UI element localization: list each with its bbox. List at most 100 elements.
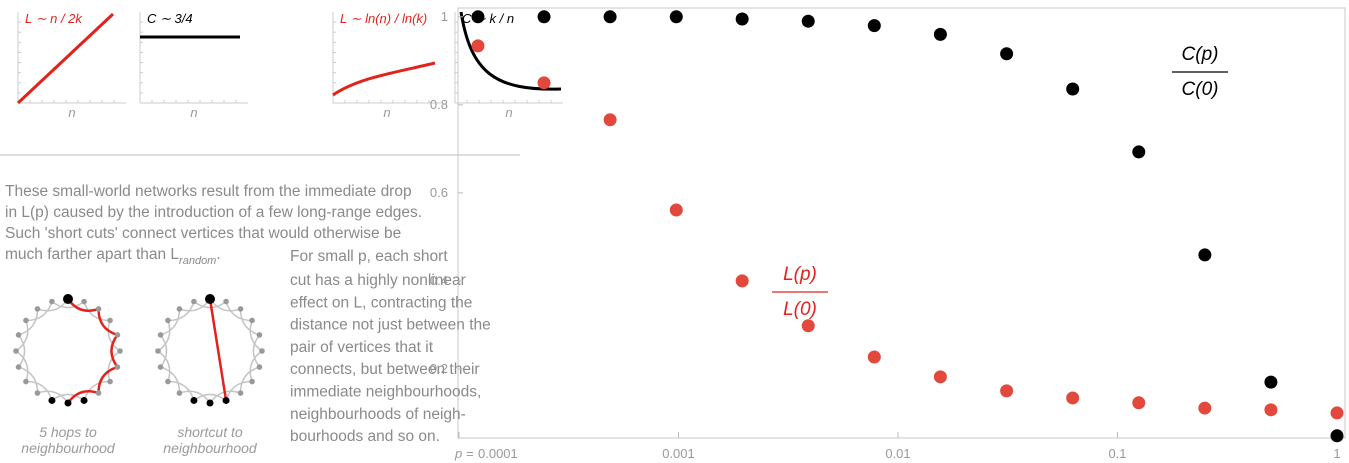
column-line: bourhoods and so on. xyxy=(290,428,440,445)
ring-node xyxy=(249,317,255,324)
data-point xyxy=(537,10,551,24)
ring-edge xyxy=(15,320,29,352)
hop-edge xyxy=(97,308,118,337)
ring-node xyxy=(256,332,263,338)
column-line: distance not just between the xyxy=(290,317,491,334)
data-point xyxy=(933,370,947,384)
data-point xyxy=(867,350,881,364)
ring-node xyxy=(259,348,265,354)
ring-edge xyxy=(252,334,261,368)
data-point xyxy=(1198,401,1212,415)
body-text-span: . xyxy=(216,246,220,263)
ring-edge xyxy=(18,366,39,394)
body-line: much farther apart than Lrandom. xyxy=(5,246,221,267)
hop-edge xyxy=(97,365,118,394)
ring-edge xyxy=(193,300,227,309)
body-line: in L(p) caused by the introduction of a … xyxy=(5,204,422,221)
body-subscript: random xyxy=(179,255,216,267)
sketch-label: L ∼ ln(n) / ln(k) xyxy=(340,11,427,26)
column-line: pair of vertices that it xyxy=(290,339,434,356)
body-text-span: much farther apart than L xyxy=(5,246,179,263)
data-point xyxy=(1132,145,1146,159)
ring-node xyxy=(15,332,22,338)
sketch-label: L ∼ n / 2k xyxy=(25,11,83,26)
ring-edge xyxy=(167,301,195,322)
ring-node xyxy=(157,332,164,338)
y-tick-label: 0.4 xyxy=(430,273,448,288)
ring-node xyxy=(206,399,214,407)
ring-edge xyxy=(83,301,111,322)
ring-edge xyxy=(107,350,121,382)
ring-edge xyxy=(107,320,121,352)
data-point xyxy=(867,19,881,33)
body-line: These small-world networks result from t… xyxy=(5,183,412,200)
ring-edge xyxy=(249,350,263,382)
data-point xyxy=(1132,396,1146,410)
caption: neighbourhood xyxy=(163,440,258,456)
data-point xyxy=(603,10,617,24)
ring-node xyxy=(80,396,88,404)
ring-node xyxy=(191,298,197,305)
sketch-curve xyxy=(459,11,562,91)
ring-node xyxy=(165,317,171,324)
data-point xyxy=(669,10,683,24)
data-point xyxy=(933,27,947,41)
data-point xyxy=(1000,47,1014,61)
caption: shortcut to xyxy=(177,424,243,440)
caption: neighbourhood xyxy=(21,440,116,456)
ring-edge xyxy=(249,320,263,352)
data-point xyxy=(471,39,485,53)
x-tick-label: 0.01 xyxy=(885,446,910,461)
caption: 5 hops to xyxy=(39,424,97,440)
ring-node xyxy=(114,332,121,338)
ring-node xyxy=(34,306,41,312)
ring-node xyxy=(15,364,22,370)
ring-node xyxy=(13,348,19,354)
shortcut-edge xyxy=(208,298,228,401)
data-point xyxy=(735,12,749,26)
hop-edge xyxy=(110,334,119,368)
ring-node xyxy=(107,317,113,324)
x-tick-label: 0.1 xyxy=(1108,446,1126,461)
column-line: cut has a highly nonlinear xyxy=(290,272,466,289)
ring-node xyxy=(95,390,102,396)
x-axis-label: p = xyxy=(454,446,474,461)
ring-edge xyxy=(15,350,29,382)
data-point xyxy=(1264,375,1278,389)
x-tick-label: 1 xyxy=(1333,446,1340,461)
column-line: effect on L, contracting the xyxy=(290,294,472,311)
y-tick-label: 0.6 xyxy=(430,185,448,200)
data-point xyxy=(1264,403,1278,417)
ring-node xyxy=(34,390,41,396)
ring-node xyxy=(223,298,229,305)
sketch-x-label: n xyxy=(383,105,390,120)
column-line: neighbourhoods of neigh- xyxy=(290,406,466,423)
data-point xyxy=(1330,429,1344,443)
ring-node xyxy=(117,348,123,354)
ring-node xyxy=(222,396,230,404)
ring-edge xyxy=(25,301,53,322)
column-line: connects, but between their xyxy=(290,361,480,378)
y-tick-label: 0.8 xyxy=(430,97,448,112)
x-tick-label: 0.0001 xyxy=(478,446,518,461)
ring-node xyxy=(190,396,198,404)
data-point xyxy=(1198,248,1212,262)
ring-node xyxy=(81,298,87,305)
data-point xyxy=(537,76,551,90)
ring-edge xyxy=(51,300,85,309)
ring-edge xyxy=(157,320,171,352)
data-point xyxy=(603,113,617,127)
ring-node xyxy=(48,396,56,404)
annotation-denominator: L(0) xyxy=(783,299,817,320)
data-point xyxy=(735,274,749,288)
ring-node xyxy=(23,378,29,385)
sketch-curve xyxy=(16,12,115,105)
ring-node xyxy=(256,364,263,370)
data-point xyxy=(1000,384,1014,398)
ring-node xyxy=(64,399,72,407)
sketch-curve xyxy=(332,61,436,97)
ring-node xyxy=(23,317,29,324)
sketch-x-label: n xyxy=(68,105,75,120)
